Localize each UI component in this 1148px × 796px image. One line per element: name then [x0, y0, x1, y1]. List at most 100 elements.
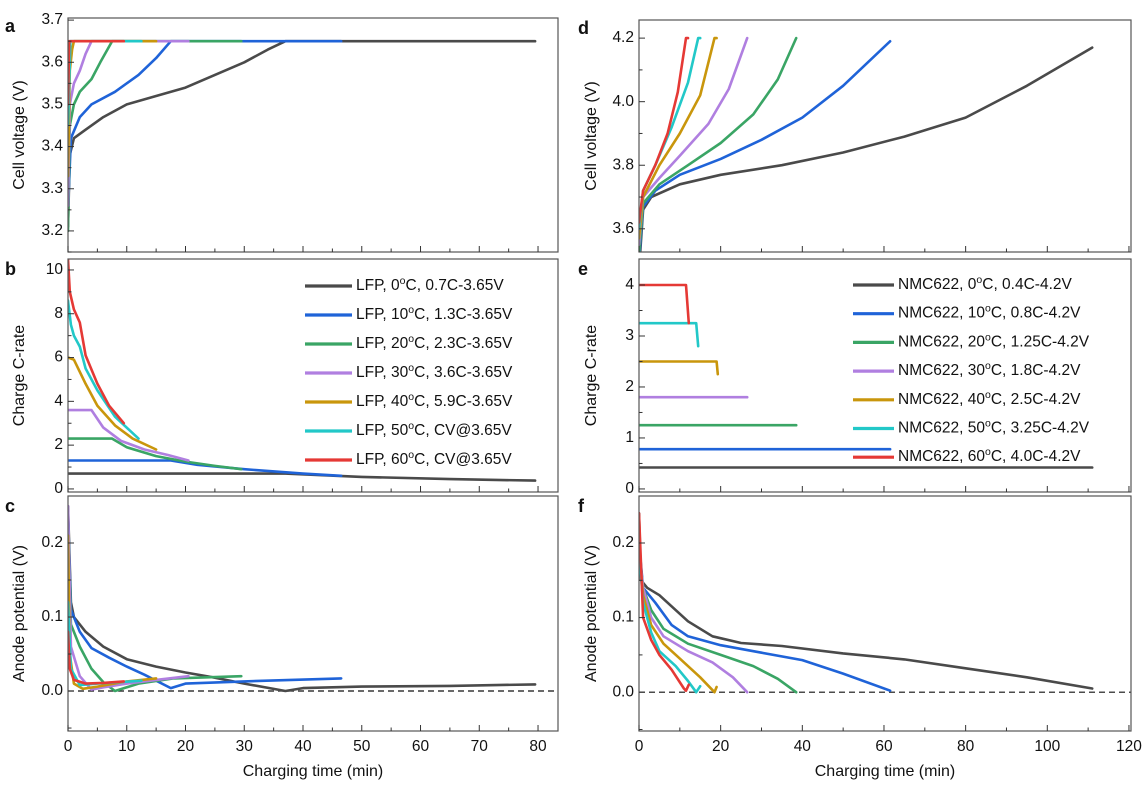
y-tick-label: 4 — [625, 276, 634, 293]
series-line-0 — [68, 39, 537, 228]
degree-superscript: o — [985, 360, 991, 372]
series-line-0 — [639, 46, 1094, 252]
series-line-2 — [68, 512, 243, 693]
series-line-6 — [639, 511, 691, 692]
legend-label: LFP, 20oC, 2.3C-3.65V — [356, 333, 513, 352]
series-line-1 — [639, 40, 892, 252]
degree-superscript: o — [408, 391, 414, 403]
y-tick-label: 2 — [625, 378, 634, 395]
x-tick-label: 40 — [294, 738, 312, 755]
y-tick-label: 0.1 — [612, 609, 634, 626]
panel-f: f 0 20 40 60 80 100 120 0.0 0.1 0.2 Anode potential… — [578, 495, 1142, 780]
y-tick-label: 0.0 — [41, 682, 63, 699]
x-tick-label: 60 — [875, 738, 893, 755]
x-tick-label: 0 — [64, 738, 73, 755]
legend-label: NMC622, 40oC, 2.5C-4.2V — [898, 389, 1081, 408]
degree-superscript: o — [408, 333, 414, 345]
y-tick-label: 3.8 — [612, 156, 634, 173]
series-line-1 — [639, 541, 892, 692]
panel-letter: f — [578, 496, 585, 516]
legend-text: C, 0.4C-4.2V — [982, 276, 1072, 293]
y-tick-label: 3.5 — [41, 96, 63, 113]
legend-text: LFP, 50 — [356, 422, 409, 439]
legend-label: LFP, 10oC, 1.3C-3.65V — [356, 304, 513, 323]
series-line-0 — [68, 504, 537, 693]
legend-label: NMC622, 30oC, 1.8C-4.2V — [898, 360, 1081, 379]
series-line-6 — [68, 259, 126, 425]
y-tick-label: 3.6 — [612, 220, 634, 237]
y-tick-label: 1 — [625, 429, 634, 446]
y-tick-label: 3 — [625, 327, 634, 344]
series-line-3 — [68, 408, 190, 462]
x-tick-label: 80 — [957, 738, 975, 755]
panel-a: a 3.2 3.3 3.4 3.5 3.6 3.7 Cell voltage (V) — [5, 11, 559, 253]
series-line-4 — [68, 534, 158, 691]
y-axis-label: Anode potential (V) — [11, 545, 28, 682]
panel-letter: d — [578, 18, 589, 38]
series-line-6 — [68, 630, 126, 685]
x-tick-label: 80 — [529, 738, 547, 755]
y-tick-label: 0.1 — [41, 608, 63, 625]
series-line-5 — [68, 299, 140, 440]
series-line-4 — [639, 360, 720, 376]
legend-label: LFP, 0oC, 0.7C-3.65V — [356, 275, 504, 294]
x-tick-label: 120 — [1116, 738, 1142, 755]
y-tick-label: 3.7 — [41, 11, 63, 28]
panel-c: c 0 10 20 30 40 50 60 70 80 0.0 0.1 0.2 Anode potenti… — [5, 495, 559, 780]
y-axis-label: Charge C-rate — [11, 325, 28, 426]
legend-label: LFP, 40oC, 5.9C-3.65V — [356, 391, 513, 410]
y-axis-label: Cell voltage (V) — [583, 81, 600, 190]
legend-label: LFP, 50oC, CV@3.65V — [356, 420, 512, 439]
y-tick-label: 0 — [54, 480, 63, 497]
y-tick-label: 0 — [625, 480, 634, 497]
legend-text: LFP, 30 — [356, 364, 409, 381]
x-tick-label: 40 — [794, 738, 812, 755]
series-line-2 — [68, 39, 243, 233]
legend-text: NMC622, 10 — [898, 305, 985, 322]
series-line-3 — [639, 36, 749, 246]
degree-superscript: o — [985, 331, 991, 343]
legend-text: C, 0.7C-3.65V — [406, 277, 505, 294]
legend-text: C, 3.25C-4.2V — [991, 420, 1090, 437]
x-tick-label: 50 — [353, 738, 371, 755]
x-axis-label: Charging time (min) — [815, 763, 955, 780]
legend-label: NMC622, 10oC, 0.8C-4.2V — [898, 302, 1081, 321]
x-tick-label: 30 — [236, 738, 254, 755]
degree-superscript: o — [408, 362, 414, 374]
legend-text: C, CV@3.65V — [414, 422, 512, 439]
legend-text: C, 0.8C-4.2V — [991, 305, 1081, 322]
y-tick-label: 0.0 — [612, 683, 634, 700]
y-axis-label: Cell voltage (V) — [11, 80, 28, 189]
series-line-4 — [68, 356, 158, 451]
degree-superscript: o — [400, 275, 406, 287]
legend-text: C, 1.25C-4.2V — [991, 333, 1090, 350]
plot-frame — [638, 19, 1132, 253]
plot-frame — [67, 495, 559, 732]
y-tick-label: 0.2 — [612, 534, 634, 551]
x-tick-label: 60 — [412, 738, 430, 755]
series-line-5 — [639, 321, 700, 348]
legend-text: LFP, 20 — [356, 335, 409, 352]
series-line-1 — [68, 512, 343, 690]
degree-superscript: o — [408, 449, 414, 461]
legend-label: LFP, 60oC, CV@3.65V — [356, 449, 512, 468]
panel-letter: a — [5, 16, 16, 36]
legend-text: C, CV@3.65V — [414, 451, 512, 468]
plot-frame — [638, 258, 1132, 493]
series-line-4 — [639, 36, 718, 240]
x-tick-label: 20 — [177, 738, 195, 755]
panel-letter: e — [578, 259, 588, 279]
series-line-2 — [639, 36, 798, 252]
legend-text: LFP, 40 — [356, 393, 409, 410]
legend-text: C, 3.6C-3.65V — [414, 364, 513, 381]
series-line-0 — [639, 511, 1094, 690]
degree-superscript: o — [408, 420, 414, 432]
degree-superscript: o — [976, 274, 982, 286]
series-line-6 — [639, 283, 691, 325]
series-line-2 — [639, 549, 798, 694]
legend-text: C, 2.5C-4.2V — [991, 391, 1081, 408]
legend: LFP, 0oC, 0.7C-3.65V LFP, 10oC, 1.3C-3.65… — [305, 275, 513, 468]
